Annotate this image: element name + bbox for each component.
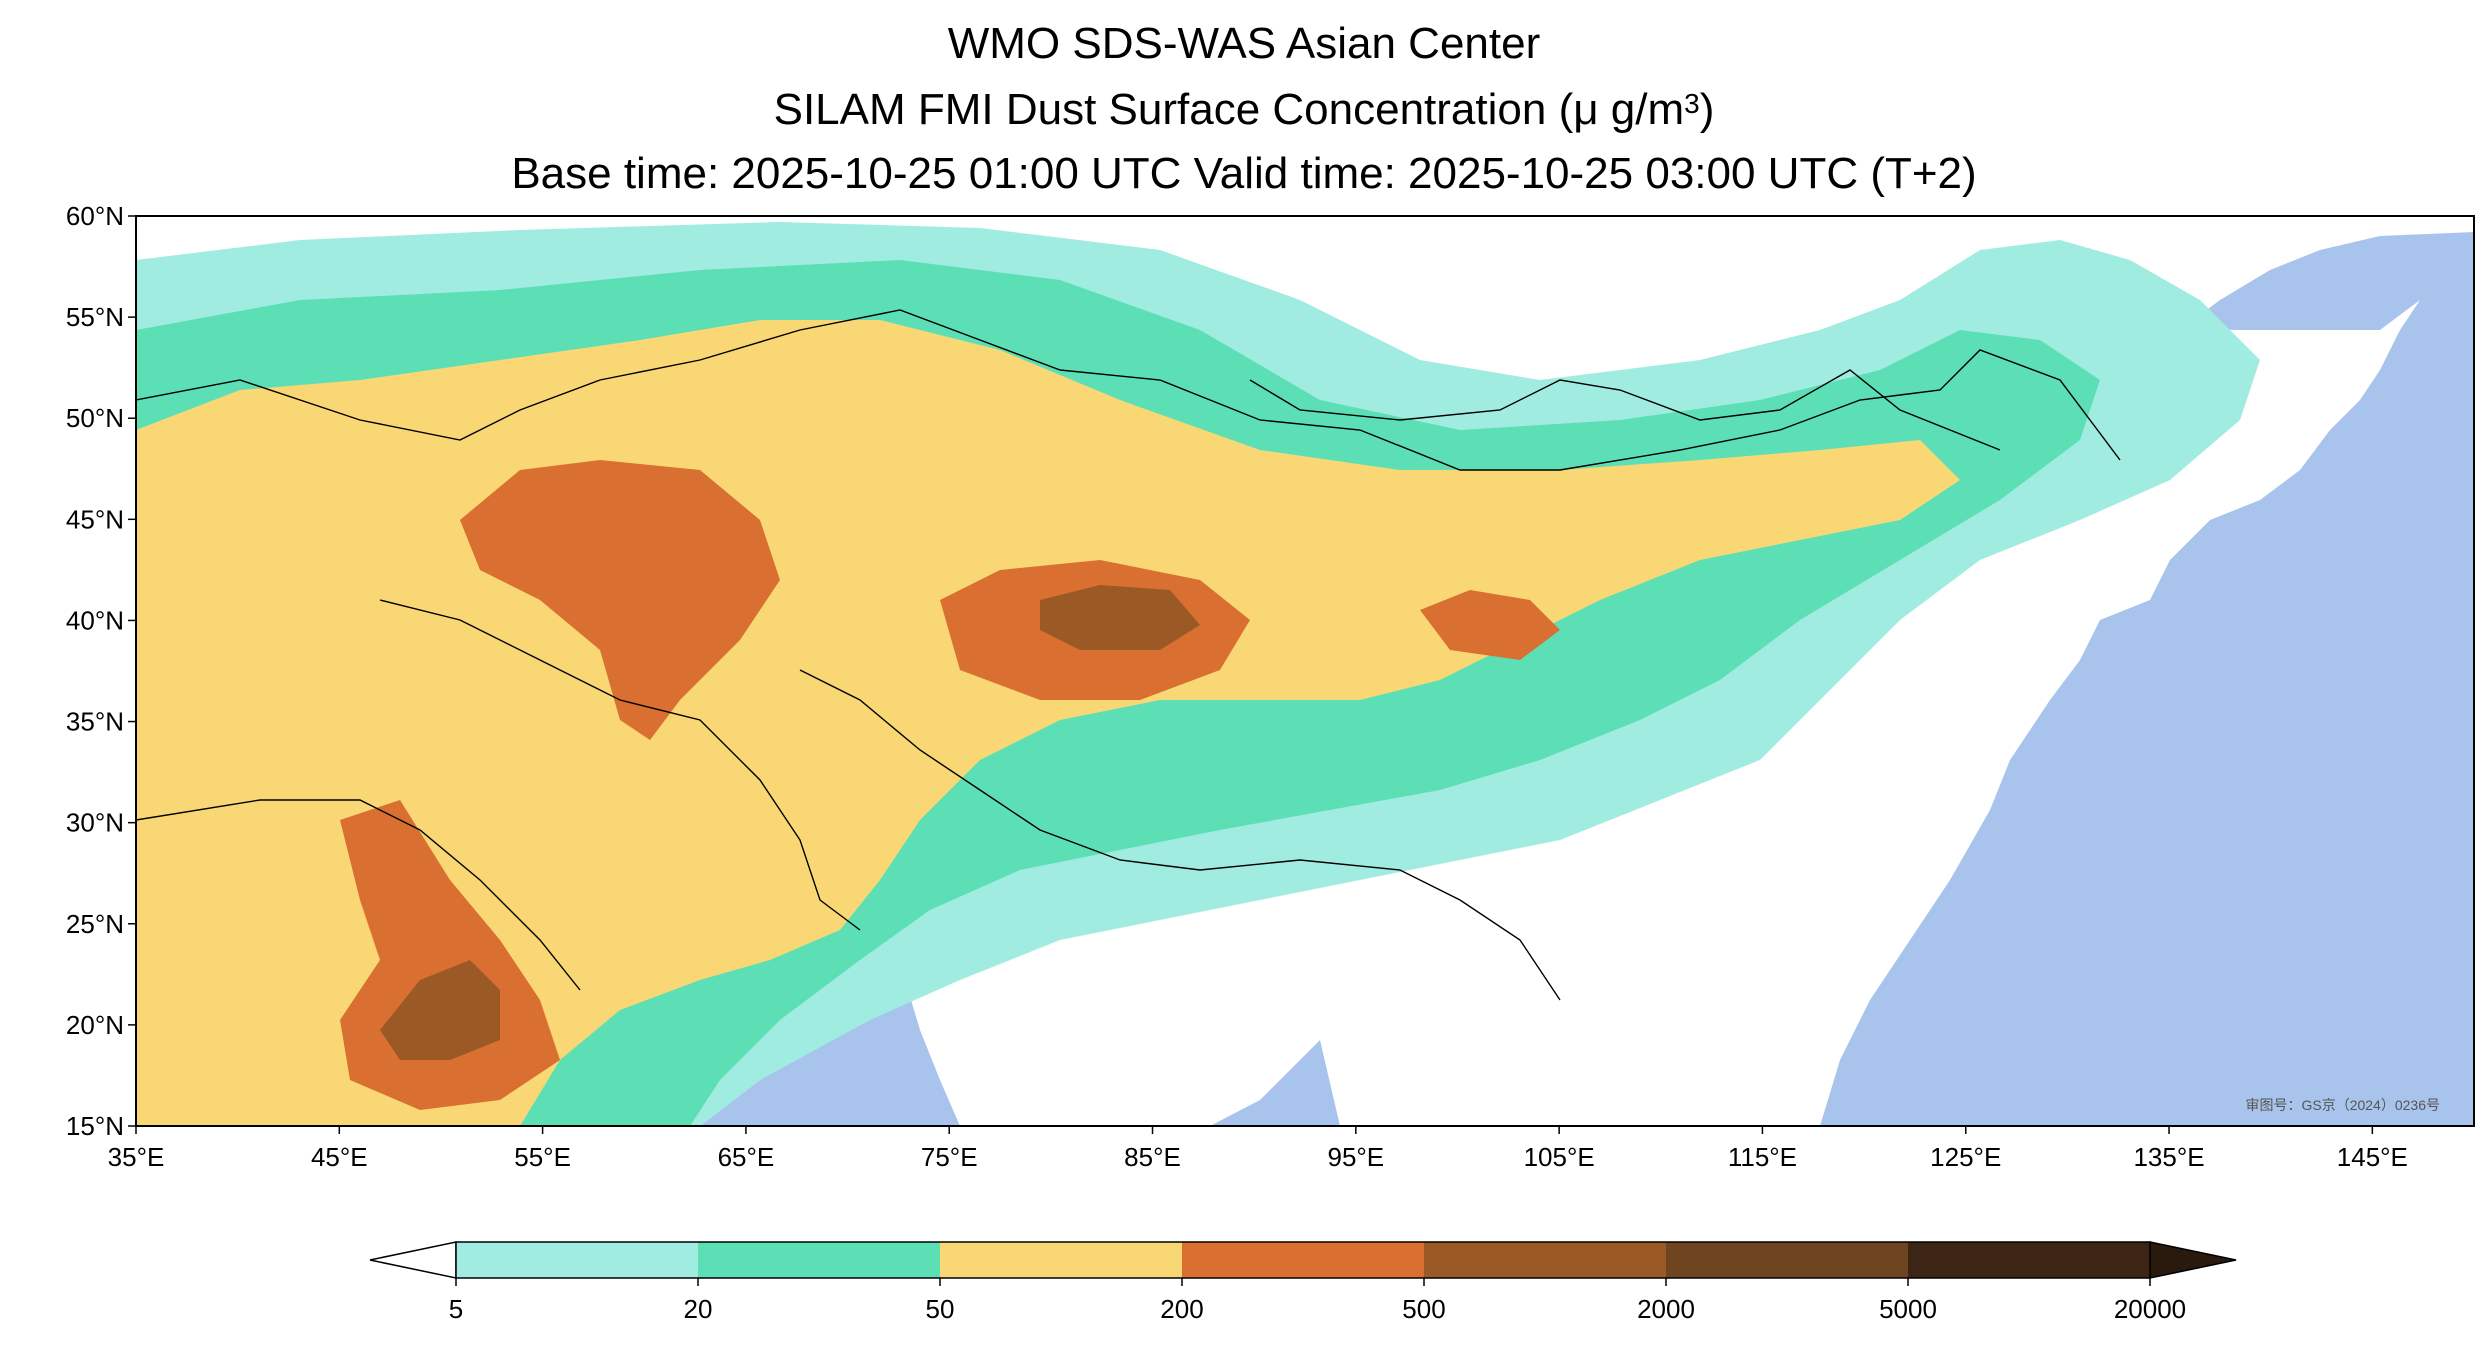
colorbar-ticks: 5 20 50 200 500 2000 5000 20000	[449, 1278, 2186, 1324]
colorbar-tick-label: 5000	[1879, 1294, 1937, 1324]
subtitle-unit-exponent: 3	[1684, 88, 1700, 119]
time-info: Base time: 2025-10-25 01:00 UTC Valid ti…	[511, 149, 1977, 198]
ocean-sea-of-okhotsk	[2180, 232, 2474, 330]
approval-number: 审图号：GS京（2024）0236号	[2245, 1097, 2440, 1113]
lon-tick-label: 45°E	[311, 1142, 368, 1172]
lon-tick-label: 115°E	[1728, 1142, 1797, 1172]
subtitle-unit: μ g/m	[1573, 85, 1685, 134]
colorbar-tick-label: 5	[449, 1294, 463, 1324]
map-panel: 审图号：GS京（2024）0236号 60°N 55°N 50°N 45°N 40°N 3…	[66, 201, 2475, 1172]
lat-tick-label: 50°N	[66, 403, 124, 433]
dust-level-500-2000-arabia	[380, 960, 500, 1060]
lon-tick-label: 105°E	[1524, 1142, 1595, 1172]
lon-tick-label: 55°E	[514, 1142, 571, 1172]
ocean-bay-of-bengal	[700, 980, 960, 1126]
longitude-axis: 35°E 45°E 55°E 65°E 75°E 85°E 95°E 105°E 115°E 12…	[108, 1126, 2408, 1172]
lat-tick-label: 15°N	[66, 1111, 124, 1141]
latitude-axis: 60°N 55°N 50°N 45°N 40°N 35°N 30°N 25°N 20°N 15°N	[66, 201, 136, 1141]
subtitle-text: SILAM FMI Dust Surface Concentration (	[773, 85, 1574, 134]
colorbar-segment	[698, 1242, 941, 1278]
ocean-pacific	[1820, 250, 2474, 1126]
lon-tick-label: 135°E	[2133, 1142, 2204, 1172]
dust-level-500-2000-taklamakan	[1040, 585, 1200, 650]
colorbar-tick-label: 20000	[2114, 1294, 2186, 1324]
lat-tick-label: 20°N	[66, 1010, 124, 1040]
colorbar-segment	[1666, 1242, 1909, 1278]
country-borders	[136, 309, 2121, 1001]
lat-tick-label: 25°N	[66, 909, 124, 939]
lat-tick-label: 30°N	[66, 808, 124, 838]
colorbar-segment	[456, 1242, 699, 1278]
subtitle-close: )	[1699, 85, 1715, 134]
dust-level-200-500-gobi	[1420, 590, 1560, 660]
colorbar-over-arrow	[2149, 1241, 2237, 1279]
colorbar-tick-label: 500	[1402, 1294, 1445, 1324]
lat-tick-label: 40°N	[66, 605, 124, 635]
colorbar-tick-label: 200	[1160, 1294, 1203, 1324]
lon-tick-label: 75°E	[921, 1142, 978, 1172]
map-frame	[135, 215, 2475, 1127]
lon-tick-label: 35°E	[108, 1142, 165, 1172]
lon-tick-label: 95°E	[1327, 1142, 1384, 1172]
map-subtitle: SILAM FMI Dust Surface Concentration (μ …	[0, 84, 2488, 136]
lat-tick-label: 55°N	[66, 302, 124, 332]
colorbar-tick-label: 50	[926, 1294, 955, 1324]
lat-tick-label: 60°N	[66, 201, 124, 231]
lon-tick-label: 85°E	[1124, 1142, 1181, 1172]
dust-level-200-500-central	[460, 460, 780, 740]
colorbar-segment	[940, 1242, 1183, 1278]
ocean-arabian-sea	[1210, 1040, 1340, 1126]
map-title: WMO SDS-WAS Asian Center	[947, 19, 1541, 68]
colorbar-segments	[456, 1242, 2151, 1278]
lat-tick-label: 35°N	[66, 707, 124, 737]
colorbar-tick-label: 20	[684, 1294, 713, 1324]
lat-tick-label: 45°N	[66, 504, 124, 534]
lon-tick-label: 145°E	[2337, 1142, 2408, 1172]
lon-tick-label: 65°E	[718, 1142, 775, 1172]
colorbar-tick-label: 2000	[1637, 1294, 1695, 1324]
colorbar-frame	[455, 1241, 2151, 1279]
colorbar-segment	[1908, 1242, 2151, 1278]
colorbar-segment	[1424, 1242, 1667, 1278]
lon-tick-label: 125°E	[1930, 1142, 2001, 1172]
colorbar-under-arrow	[369, 1241, 457, 1279]
colorbar-segment	[1182, 1242, 1425, 1278]
colorbar: 5 20 50 200 500 2000 5000 20000	[369, 1241, 2237, 1324]
